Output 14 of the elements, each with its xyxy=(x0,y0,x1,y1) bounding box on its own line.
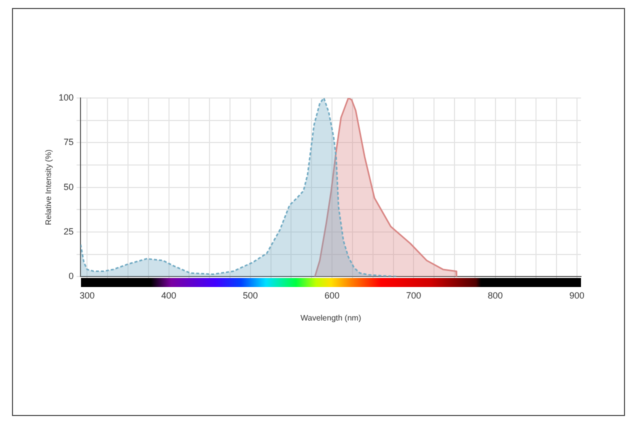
y-tick-label: 75 xyxy=(64,137,74,148)
x-tick-label: 500 xyxy=(242,290,258,300)
x-axis-title: Wavelength (nm) xyxy=(300,313,362,322)
x-tick-label: 400 xyxy=(161,290,176,300)
x-tick-label: 800 xyxy=(488,290,503,300)
x-tick-label: 600 xyxy=(324,290,340,300)
y-tick-label: 50 xyxy=(64,182,74,192)
y-axis-title: Relative Intensity (%) xyxy=(44,149,54,226)
x-tick-label: 700 xyxy=(406,290,422,300)
x-tick-label: 300 xyxy=(80,290,95,300)
y-tick-label: 0 xyxy=(68,271,74,282)
y-tick-label: 100 xyxy=(58,92,74,102)
x-tick-label: 900 xyxy=(569,290,584,300)
y-tick-label: 25 xyxy=(64,226,74,236)
